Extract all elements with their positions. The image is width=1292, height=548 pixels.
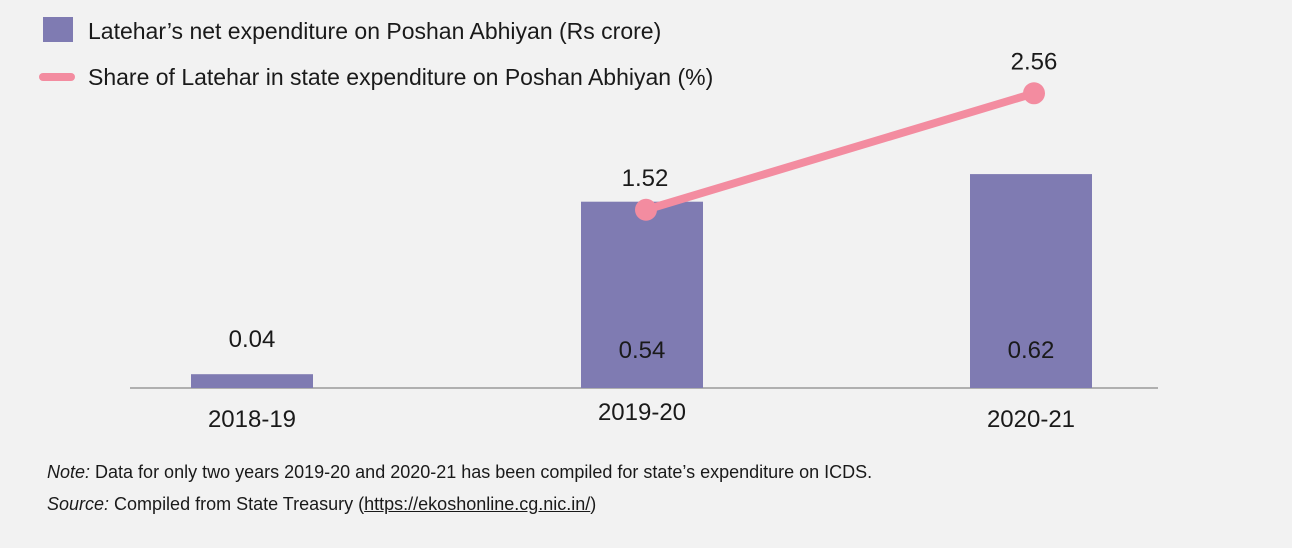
share-value-label-2019-20: 1.52 — [622, 165, 669, 192]
x-tick-label-2019-20: 2019-20 — [598, 399, 686, 426]
bar-value-label-2020-21: 0.62 — [1008, 337, 1055, 364]
source-end: ) — [590, 494, 597, 514]
bar-value-label-2018-19: 0.04 — [229, 326, 276, 353]
x-tick-label-2018-19: 2018-19 — [208, 406, 296, 433]
source-link[interactable]: https://ekoshonline.cg.nic.in/ — [364, 494, 591, 514]
note-label: Note: — [47, 462, 91, 482]
bar-value-label-2019-20: 0.54 — [619, 337, 666, 364]
share-value-label-2020-21: 2.56 — [1011, 48, 1058, 75]
source-line: Source: Compiled from State Treasury (ht… — [47, 493, 596, 515]
share-line — [642, 89, 1038, 214]
bar-2019-20 — [581, 201, 703, 388]
legend-line-label: Share of Latehar in state expenditure on… — [88, 64, 713, 90]
share-point-2019-20 — [635, 198, 657, 221]
source-text: Compiled from State Treasury ( — [109, 494, 365, 514]
source-label: Source: — [47, 494, 110, 514]
bar-2020-21 — [970, 174, 1092, 388]
note-line: Note: Data for only two years 2019-20 an… — [47, 461, 872, 483]
bar-2018-19 — [191, 374, 313, 388]
legend-bar-swatch — [43, 17, 73, 42]
note-text: Data for only two years 2019-20 and 2020… — [90, 462, 873, 482]
legend-bar-label: Latehar’s net expenditure on Poshan Abhi… — [88, 18, 661, 44]
x-tick-label-2020-21: 2020-21 — [987, 406, 1075, 433]
share-point-2020-21 — [1023, 82, 1045, 105]
